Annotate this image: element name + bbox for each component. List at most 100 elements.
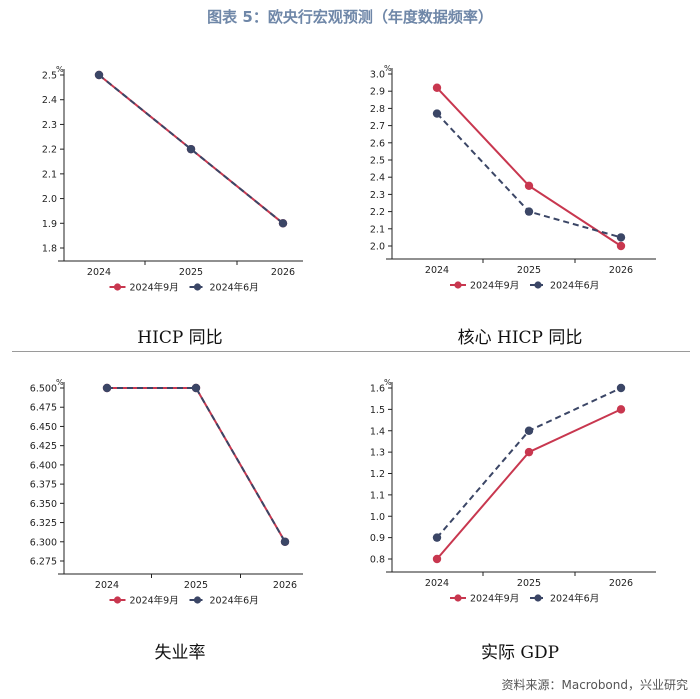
x-tick-label: 2026 — [273, 580, 297, 591]
legend-marker — [534, 594, 542, 602]
legend-marker — [454, 281, 462, 289]
y-tick-label: 6.450 — [30, 422, 57, 433]
unit-label: % — [56, 378, 64, 387]
y-tick-label: 2.3 — [370, 190, 385, 201]
y-tick-label: 2.1 — [42, 169, 57, 180]
x-tick-label: 2025 — [517, 265, 541, 276]
y-tick-label: 2.7 — [370, 121, 385, 132]
y-tick-label: 2.5 — [42, 71, 57, 82]
data-point — [432, 83, 442, 92]
unit-label: % — [56, 65, 64, 74]
legend-label: 2024年9月 — [130, 282, 179, 294]
y-tick-label: 2.5 — [370, 156, 385, 167]
y-tick-label: 1.9 — [42, 219, 57, 230]
legend-label: 2024年6月 — [210, 282, 259, 294]
x-tick-label: 2024 — [425, 578, 449, 589]
data-point — [432, 533, 442, 542]
x-tick-label: 2024 — [95, 580, 119, 591]
data-point — [524, 181, 534, 190]
data-point — [616, 233, 626, 242]
y-tick-label: 2.0 — [370, 242, 385, 253]
x-tick-label: 2026 — [609, 578, 633, 589]
legend-marker — [113, 283, 122, 291]
data-point — [616, 405, 626, 414]
y-tick-label: 1.5 — [370, 405, 385, 416]
y-tick-label: 0.8 — [370, 555, 385, 566]
data-point — [524, 447, 534, 457]
x-tick-label: 2025 — [179, 267, 203, 278]
panel-divider — [12, 351, 690, 352]
y-tick-label: 6.300 — [30, 537, 57, 548]
y-tick-label: 1.1 — [370, 490, 385, 501]
data-point — [191, 383, 201, 393]
data-point — [524, 207, 534, 216]
unit-label: % — [384, 378, 392, 387]
y-tick-label: 6.425 — [30, 441, 57, 452]
y-tick-label: 1.3 — [370, 448, 385, 459]
legend-label: 2024年9月 — [470, 593, 519, 605]
x-tick-label: 2026 — [609, 265, 633, 276]
caption-hicp: HICP 同比 — [137, 328, 223, 348]
y-tick-label: 2.0 — [42, 194, 57, 205]
y-tick-label: 1.0 — [370, 512, 385, 523]
legend-label: 2024年6月 — [550, 593, 599, 605]
unit-label: % — [384, 64, 392, 73]
series-line — [436, 387, 622, 539]
legend-label: 2024年9月 — [130, 595, 179, 607]
figure-source: 资料来源：Macrobond，兴业研究 — [501, 678, 689, 692]
data-point — [524, 426, 534, 435]
x-tick-label: 2024 — [87, 267, 111, 278]
y-tick-label: 1.6 — [370, 384, 385, 395]
caption-unemployment: 失业率 — [154, 643, 206, 663]
legend-label: 2024年6月 — [210, 595, 259, 607]
figure-title: 图表 5：欧央行宏观预测（年度数据频率） — [207, 8, 493, 26]
x-tick-label: 2025 — [184, 580, 208, 591]
data-point — [102, 383, 112, 393]
data-point — [186, 144, 196, 154]
data-point — [616, 241, 626, 251]
legend-label: 2024年6月 — [550, 280, 599, 292]
y-tick-label: 6.275 — [30, 557, 57, 568]
data-point — [94, 70, 104, 80]
y-tick-label: 1.8 — [42, 244, 57, 255]
y-tick-label: 6.325 — [30, 518, 57, 529]
legend-marker — [534, 281, 542, 289]
y-tick-label: 2.9 — [370, 87, 385, 98]
legend-marker — [454, 594, 462, 602]
y-tick-label: 6.400 — [30, 460, 57, 471]
x-tick-label: 2026 — [271, 267, 295, 278]
legend-marker — [193, 283, 202, 291]
y-tick-label: 2.2 — [42, 145, 57, 156]
y-tick-label: 2.4 — [42, 95, 57, 106]
y-tick-label: 0.9 — [370, 533, 385, 544]
data-point — [280, 537, 290, 546]
legend-label: 2024年9月 — [470, 280, 519, 292]
data-point — [616, 383, 626, 393]
y-tick-label: 6.350 — [30, 499, 57, 510]
caption-core-hicp: 核心 HICP 同比 — [457, 328, 583, 348]
y-tick-label: 6.475 — [30, 403, 57, 414]
y-tick-label: 2.8 — [370, 104, 385, 115]
y-tick-label: 2.2 — [370, 207, 385, 218]
data-point — [432, 109, 442, 118]
y-tick-label: 6.500 — [30, 384, 57, 395]
legend-marker — [113, 596, 122, 604]
x-tick-label: 2025 — [517, 578, 541, 589]
data-point — [432, 554, 442, 564]
y-tick-label: 2.3 — [42, 120, 57, 131]
y-tick-label: 3.0 — [370, 70, 385, 81]
y-tick-label: 1.4 — [370, 426, 385, 437]
legend-marker — [193, 596, 202, 604]
y-tick-label: 1.2 — [370, 469, 385, 480]
y-tick-label: 6.375 — [30, 480, 57, 491]
data-point — [278, 219, 288, 228]
y-tick-label: 2.6 — [370, 138, 385, 149]
y-tick-label: 2.1 — [370, 224, 385, 235]
x-tick-label: 2024 — [425, 265, 449, 276]
y-tick-label: 2.4 — [370, 173, 385, 184]
caption-real-gdp: 实际 GDP — [480, 643, 560, 663]
